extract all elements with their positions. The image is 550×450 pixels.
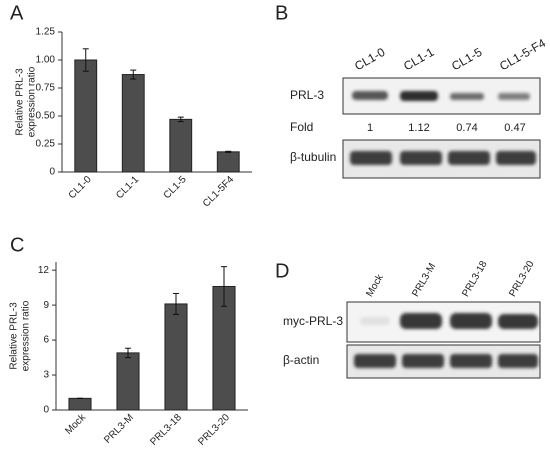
y-tick-label: 3 (43, 370, 49, 381)
band (400, 151, 442, 165)
fold-value: 0.74 (456, 122, 477, 134)
y-tick-label: 0.25 (36, 139, 56, 150)
band (498, 314, 538, 329)
y-tick-label: 6 (43, 335, 49, 346)
lane-label: PRL3-M (410, 262, 438, 299)
band (352, 91, 388, 100)
band (496, 151, 536, 165)
panel-label: A (10, 2, 24, 24)
bar (121, 74, 145, 173)
y-axis-label: expression ratio (21, 300, 32, 371)
blot-b: PRL-3 Fold β-tubulin (290, 77, 541, 179)
x-tick-label: CL1-5 (162, 174, 189, 201)
lane-label: CL1-5-F4 (497, 36, 548, 74)
y-tick-label: 0.75 (36, 83, 56, 94)
lane-label: PRL3-20 (507, 259, 536, 299)
row-label: Fold (290, 120, 313, 134)
x-tick-label: CL1-0 (67, 174, 94, 201)
row-label: β-tubulin (290, 150, 336, 164)
fold-value: 1.12 (408, 122, 429, 134)
band (450, 354, 492, 368)
y-tick-label: 1.00 (36, 55, 56, 66)
row-label: β-actin (283, 353, 319, 367)
lane-label: CL1-0 (352, 45, 388, 74)
x-tick-label: PRL3-M (102, 412, 136, 446)
band (350, 151, 392, 165)
panel-label: D (275, 260, 289, 282)
y-tick-label: 12 (38, 265, 50, 276)
y-tick-label: 9 (43, 300, 49, 311)
x-tick-label: Mock (63, 412, 88, 437)
bar (164, 303, 188, 411)
x-tick-label: CL1-5F4 (201, 174, 237, 210)
bar (169, 118, 193, 173)
blot-d: myc-PRL-3 β-actin (283, 301, 541, 379)
band (360, 317, 390, 325)
band (498, 354, 538, 368)
band (450, 313, 492, 329)
lane-label: CL1-5 (449, 45, 485, 74)
bar (116, 352, 140, 411)
band (402, 354, 444, 368)
band (498, 93, 530, 100)
bar (74, 59, 98, 173)
y-axis-label: expression ratio (27, 66, 38, 137)
fold-value: 1 (367, 122, 373, 134)
band (400, 91, 438, 101)
band (400, 313, 442, 329)
y-tick-label: 1.25 (36, 27, 56, 38)
bar (68, 397, 92, 411)
y-tick-label: 0.50 (36, 111, 56, 122)
lane-label: CL1-1 (401, 45, 437, 74)
fold-value: 0.47 (504, 122, 525, 134)
row-label: PRL-3 (290, 88, 324, 102)
y-tick-label: 0 (43, 405, 49, 416)
band (448, 151, 490, 165)
band (450, 93, 484, 100)
y-tick-label: 0 (49, 167, 55, 178)
panel-label: C (10, 234, 24, 256)
x-tick-label: PRL3-20 (196, 412, 232, 448)
y-axis-label: Relative PRL-3 (9, 302, 20, 370)
bar (216, 151, 240, 173)
row-label: myc-PRL-3 (283, 314, 343, 328)
band (354, 354, 396, 368)
y-axis-label: Relative PRL-3 (15, 68, 26, 136)
panel-label: B (275, 2, 288, 24)
lane-label: Mock (364, 272, 386, 299)
x-tick-label: PRL3-18 (148, 412, 184, 448)
x-tick-label: CL1-1 (114, 174, 141, 201)
lane-label: PRL3-18 (460, 259, 489, 299)
